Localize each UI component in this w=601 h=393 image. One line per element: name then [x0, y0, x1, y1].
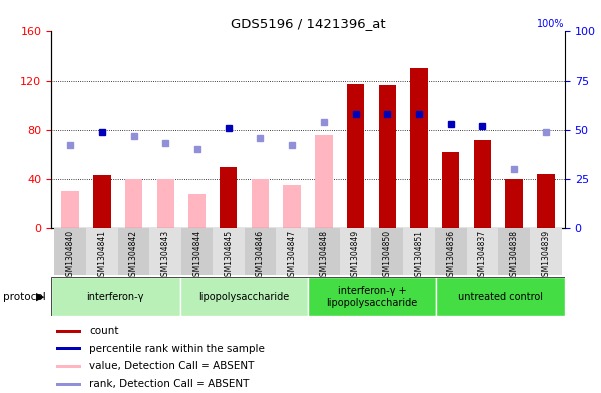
- Text: GSM1304846: GSM1304846: [256, 230, 265, 281]
- Text: interferon-γ +
lipopolysaccharide: interferon-γ + lipopolysaccharide: [326, 286, 418, 307]
- Text: GSM1304845: GSM1304845: [224, 230, 233, 281]
- Text: GSM1304840: GSM1304840: [66, 230, 75, 281]
- Bar: [125, 179, 142, 228]
- Bar: [505, 179, 523, 228]
- Bar: [56, 329, 81, 333]
- Text: protocol: protocol: [3, 292, 46, 302]
- Bar: [181, 228, 213, 275]
- Text: count: count: [89, 326, 118, 336]
- Text: 100%: 100%: [537, 20, 565, 29]
- Bar: [308, 228, 340, 275]
- Text: GSM1304841: GSM1304841: [97, 230, 106, 281]
- Text: GSM1304842: GSM1304842: [129, 230, 138, 281]
- Bar: [498, 228, 530, 275]
- Bar: [56, 365, 81, 368]
- Bar: [188, 193, 206, 228]
- Bar: [379, 86, 396, 228]
- Bar: [118, 228, 150, 275]
- Text: ▶: ▶: [36, 292, 44, 302]
- Text: interferon-γ: interferon-γ: [87, 292, 144, 302]
- Bar: [442, 152, 460, 228]
- Title: GDS5196 / 1421396_at: GDS5196 / 1421396_at: [231, 17, 385, 30]
- Bar: [410, 68, 428, 228]
- Bar: [474, 140, 491, 228]
- Text: value, Detection Call = ABSENT: value, Detection Call = ABSENT: [89, 362, 254, 371]
- Text: GSM1304850: GSM1304850: [383, 230, 392, 281]
- Text: GSM1304837: GSM1304837: [478, 230, 487, 281]
- Bar: [252, 179, 269, 228]
- Text: GSM1304836: GSM1304836: [447, 230, 455, 281]
- Text: GSM1304847: GSM1304847: [288, 230, 297, 281]
- Bar: [51, 277, 180, 316]
- Bar: [150, 228, 181, 275]
- Text: GSM1304849: GSM1304849: [351, 230, 360, 281]
- Text: lipopolysaccharide: lipopolysaccharide: [198, 292, 290, 302]
- Bar: [340, 228, 371, 275]
- Bar: [315, 134, 332, 228]
- Text: GSM1304848: GSM1304848: [319, 230, 328, 281]
- Bar: [466, 228, 498, 275]
- Bar: [61, 191, 79, 228]
- Bar: [347, 84, 364, 228]
- Text: GSM1304851: GSM1304851: [415, 230, 424, 281]
- Text: GSM1304839: GSM1304839: [542, 230, 551, 281]
- Bar: [245, 228, 276, 275]
- Text: percentile rank within the sample: percentile rank within the sample: [89, 344, 265, 354]
- Bar: [180, 277, 308, 316]
- Bar: [284, 185, 301, 228]
- Bar: [537, 174, 555, 228]
- Bar: [435, 228, 466, 275]
- Bar: [86, 228, 118, 275]
- Bar: [156, 179, 174, 228]
- Bar: [220, 167, 237, 228]
- Bar: [93, 175, 111, 228]
- Bar: [54, 228, 86, 275]
- Bar: [530, 228, 562, 275]
- Bar: [56, 382, 81, 386]
- Bar: [308, 277, 436, 316]
- Text: GSM1304838: GSM1304838: [510, 230, 519, 281]
- Bar: [213, 228, 245, 275]
- Bar: [403, 228, 435, 275]
- Text: untreated control: untreated control: [458, 292, 543, 302]
- Bar: [276, 228, 308, 275]
- Text: GSM1304843: GSM1304843: [161, 230, 169, 281]
- Bar: [371, 228, 403, 275]
- Text: rank, Detection Call = ABSENT: rank, Detection Call = ABSENT: [89, 379, 249, 389]
- Bar: [436, 277, 565, 316]
- Bar: [56, 347, 81, 351]
- Text: GSM1304844: GSM1304844: [192, 230, 201, 281]
